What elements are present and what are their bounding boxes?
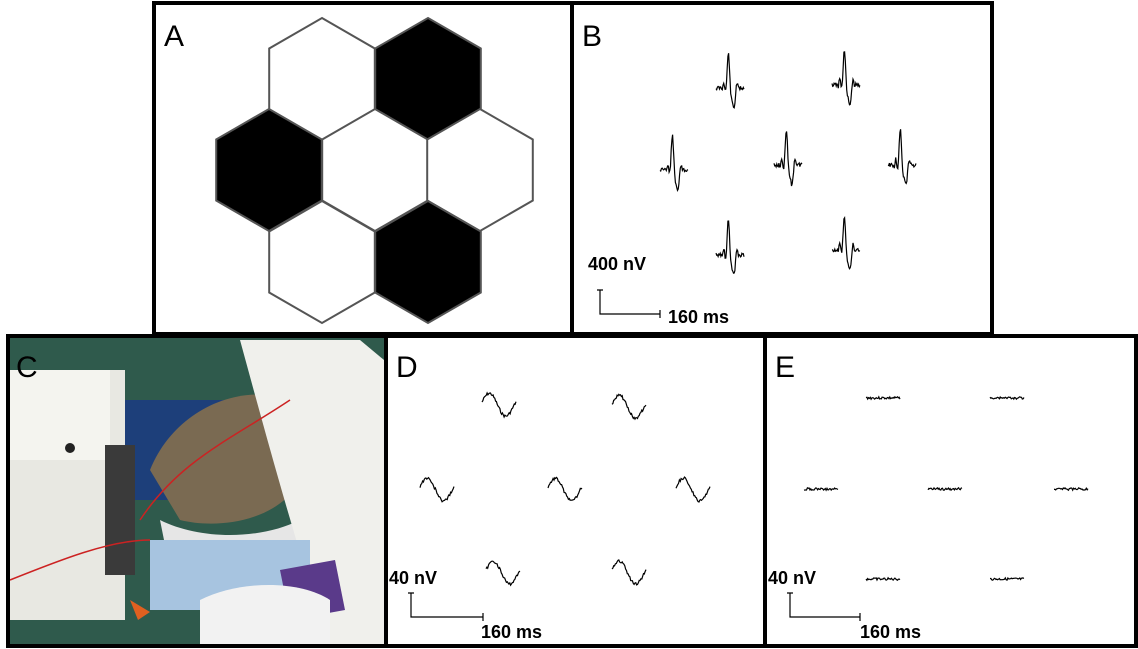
panel-frame bbox=[765, 336, 1136, 646]
amplitude-scale: 400 nV bbox=[588, 254, 646, 274]
time-scale: 160 ms bbox=[481, 622, 542, 642]
waveform bbox=[774, 132, 802, 187]
panel-label: B bbox=[582, 20, 602, 53]
waveform bbox=[832, 52, 860, 105]
waveform bbox=[486, 561, 520, 585]
waveform bbox=[548, 477, 582, 500]
waveform bbox=[990, 578, 1024, 580]
waveform bbox=[716, 221, 744, 273]
amplitude-scale: 40 nV bbox=[389, 568, 437, 588]
time-scale: 160 ms bbox=[860, 622, 921, 642]
waveform bbox=[866, 578, 900, 580]
waveform bbox=[660, 135, 688, 191]
waveform bbox=[612, 560, 646, 585]
waveform bbox=[1054, 488, 1088, 490]
waveform bbox=[716, 53, 744, 108]
time-scale: 160 ms bbox=[668, 307, 729, 327]
waveform bbox=[612, 394, 646, 419]
waveform bbox=[420, 478, 454, 502]
amplitude-scale: 40 nV bbox=[768, 568, 816, 588]
panel-label: E bbox=[775, 351, 795, 384]
stimulus-pattern bbox=[216, 18, 533, 323]
waveform bbox=[804, 488, 838, 490]
panel-label: D bbox=[396, 351, 418, 384]
figure: A B C D E 400 nV 160 ms 40 nV 160 ms 40 … bbox=[0, 0, 1138, 649]
panel-label: C bbox=[16, 351, 38, 384]
panel-frame bbox=[572, 3, 992, 334]
waveform bbox=[482, 393, 516, 417]
waveform bbox=[866, 397, 900, 399]
waveform bbox=[676, 477, 710, 502]
waveform bbox=[928, 488, 962, 490]
waveform bbox=[888, 129, 916, 183]
photo bbox=[10, 338, 384, 644]
waveform bbox=[990, 397, 1024, 399]
panel-label: A bbox=[164, 20, 184, 53]
waveform bbox=[832, 218, 860, 269]
